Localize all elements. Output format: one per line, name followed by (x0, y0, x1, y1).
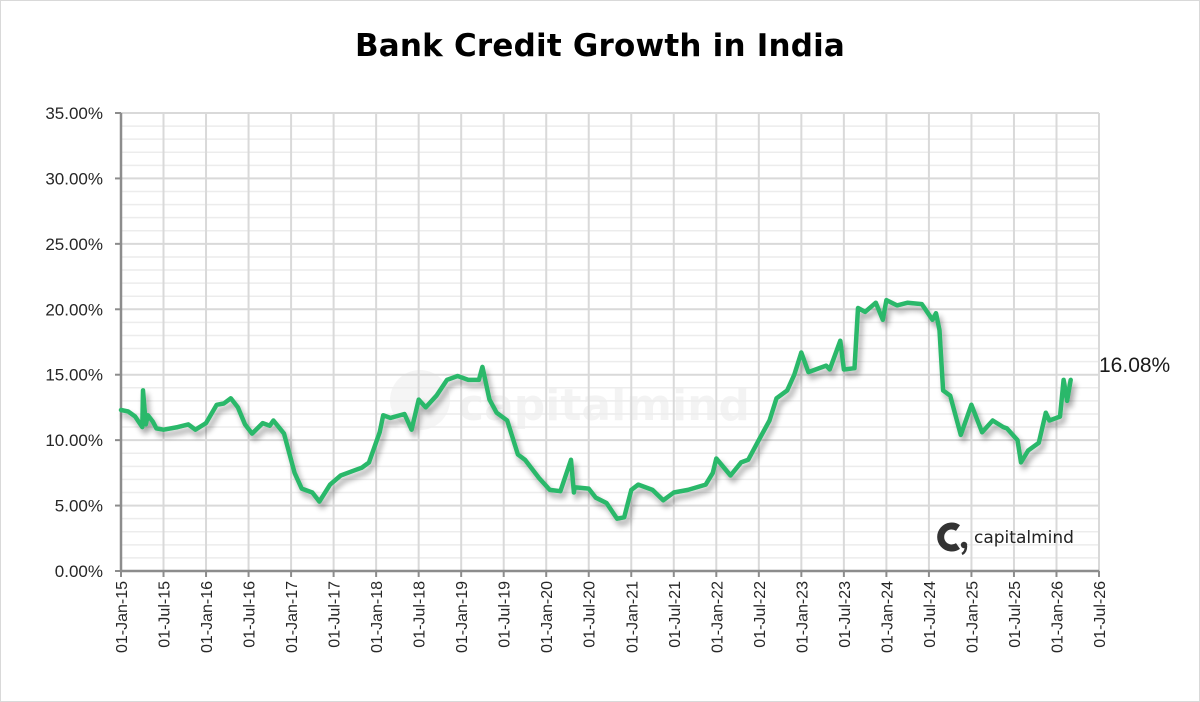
y-tick-label: 15.00% (45, 366, 103, 385)
y-tick-label: 0.00% (55, 562, 103, 581)
y-tick-label: 30.00% (45, 169, 103, 188)
y-tick-label: 10.00% (45, 431, 103, 450)
x-tick-label: 01-Jan-19 (454, 581, 471, 653)
x-tick-label: 01-Jul-15 (157, 581, 174, 648)
x-tick-label: 01-Jul-26 (1092, 581, 1109, 648)
y-axis-labels: 0.00% 5.00% 10.00% 15.00% 20.00% 25.00% 30.00%… (45, 104, 103, 581)
x-tick-label: 01-Jul-21 (667, 581, 684, 648)
chart-title: Bank Credit Growth in India (354, 28, 846, 64)
y-tick-label: 20.00% (45, 300, 103, 319)
x-tick-label: 01-Jul-20 (582, 581, 599, 648)
x-tick-label: 01-Jul-18 (412, 581, 429, 648)
y-tick-label: 5.00% (55, 497, 103, 516)
x-tick-label: 01-Jan-23 (794, 581, 811, 653)
x-axis-labels: 01-Jan-15 01-Jul-15 01-Jan-16 01-Jul-16 01-J… (114, 581, 1109, 653)
y-tick-label: 35.00% (45, 104, 103, 123)
x-tick-label: 01-Jul-23 (837, 581, 854, 648)
credit-growth-line (118, 297, 1073, 521)
last-value-label: 16.08% (1099, 354, 1170, 377)
x-tick-label: 01-Jul-22 (752, 581, 769, 648)
logo-text: capitalmind (974, 528, 1074, 548)
x-tick-label: 01-Jul-17 (327, 581, 344, 648)
x-tick-label: 01-Jan-16 (199, 581, 216, 653)
x-tick-label: 01-Jul-24 (922, 581, 939, 648)
capitalmind-c-logo-icon (937, 522, 968, 556)
x-tick-label: 01-Jan-25 (964, 581, 981, 653)
x-tick-label: 01-Jan-24 (879, 581, 896, 653)
x-tick-label: 01-Jul-25 (1007, 581, 1024, 648)
x-tick-label: 01-Jul-19 (497, 581, 514, 648)
x-tick-label: 01-Jan-21 (624, 581, 641, 653)
x-tick-label: 01-Jan-22 (709, 581, 726, 653)
minor-gridlines (121, 125, 1099, 559)
y-tick-label: 25.00% (45, 235, 103, 254)
x-tick-label: 01-Jan-20 (539, 581, 556, 653)
x-tick-label: 01-Jan-17 (284, 581, 301, 653)
capitalmind-logo: capitalmind (937, 522, 1074, 556)
x-tick-label: 01-Jul-16 (242, 581, 259, 648)
major-gridlines (121, 112, 1100, 571)
x-tick-label: 01-Jan-26 (1049, 581, 1066, 653)
axes (115, 112, 1100, 577)
x-tick-label: 01-Jan-15 (114, 581, 131, 653)
x-tick-label: 01-Jan-18 (369, 581, 386, 653)
